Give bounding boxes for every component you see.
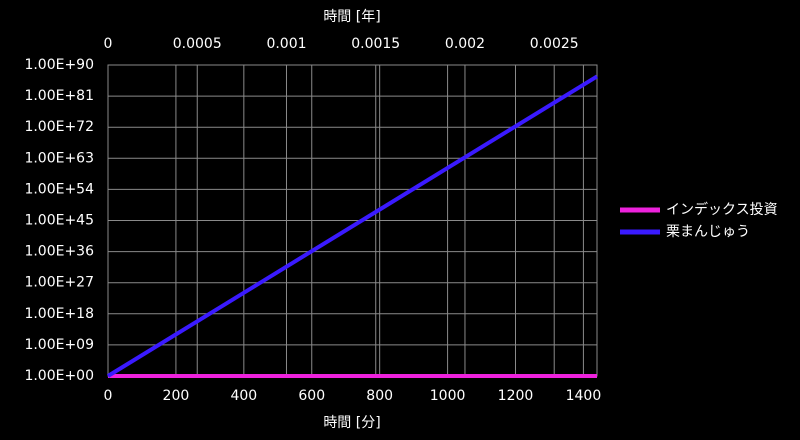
y-tick-label: 1.00E+00 — [24, 368, 94, 384]
x-tick-label: 1000 — [430, 388, 466, 404]
y-tick-label: 1.00E+72 — [24, 119, 94, 135]
y-tick-label: 1.00E+90 — [24, 57, 94, 73]
x-tick-label: 0 — [104, 388, 113, 404]
x-tick-label: 800 — [366, 388, 393, 404]
y-tick-label: 1.00E+45 — [24, 213, 94, 229]
x-tick-label: 200 — [163, 388, 190, 404]
y-tick-label: 1.00E+63 — [24, 150, 94, 166]
y-tick-label: 1.00E+18 — [24, 306, 94, 322]
x-tick-label: 1200 — [498, 388, 534, 404]
legend-label: インデックス投資 — [666, 201, 778, 218]
x2-tick-label: 0.001 — [266, 36, 306, 52]
y-tick-label: 1.00E+27 — [24, 275, 94, 291]
y-tick-label: 1.00E+09 — [24, 337, 94, 353]
x-tick-label: 600 — [298, 388, 325, 404]
x2-tick-label: 0.0025 — [530, 36, 579, 52]
x2-tick-label: 0 — [104, 36, 113, 52]
y-tick-label: 1.00E+36 — [24, 244, 94, 260]
x-tick-label: 1400 — [566, 388, 602, 404]
y-tick-label: 1.00E+81 — [24, 88, 94, 104]
x2-tick-label: 0.002 — [445, 36, 485, 52]
legend-label: 栗まんじゅう — [666, 224, 750, 240]
x2-axis-label: 時間 [年] — [323, 9, 380, 25]
series-line — [106, 74, 599, 378]
y-tick-label: 1.00E+54 — [24, 181, 94, 197]
x-tick-label: 400 — [230, 388, 257, 404]
x2-tick-label: 0.0015 — [351, 36, 400, 52]
x-axis-label: 時間 [分] — [323, 415, 380, 431]
x2-tick-label: 0.0005 — [173, 36, 222, 52]
